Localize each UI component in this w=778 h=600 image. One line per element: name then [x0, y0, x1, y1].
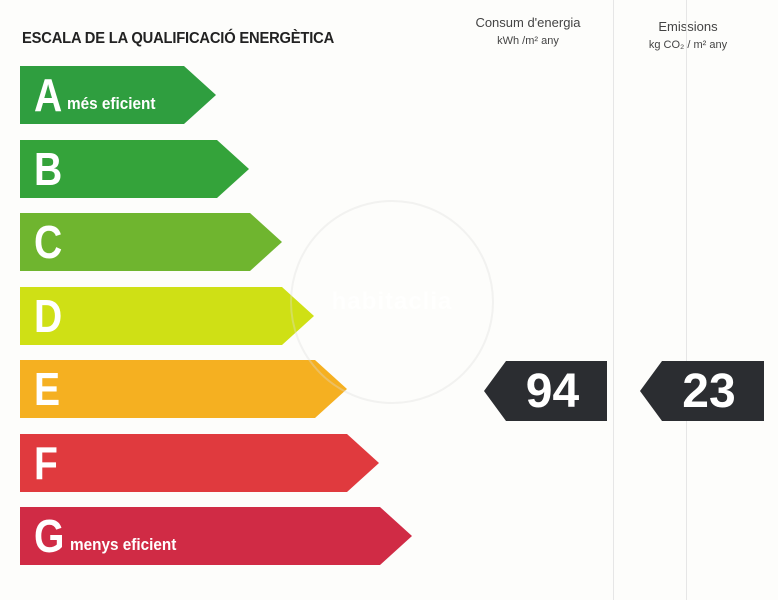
consum-header: Consum d'energia kWh /m² any: [462, 14, 594, 50]
watermark-logo: habitaclia: [290, 200, 494, 404]
scale-bar-f: F: [20, 434, 379, 492]
scale-letter-b: B: [34, 143, 63, 195]
emissions-header-title: Emissions: [658, 19, 718, 34]
scale-letter-g: G: [34, 510, 65, 562]
emissions-header: Emissions kg CO₂ / m² any: [628, 18, 748, 54]
scale-bar-g: G menys eficient: [20, 507, 412, 565]
emissions-value-indicator: 23: [640, 361, 764, 421]
scale-letter-a: A: [34, 69, 63, 121]
scale-letter-f: F: [34, 437, 58, 489]
scale-bar-e: E: [20, 360, 347, 418]
column-divider-1: [613, 0, 614, 600]
scale-note-a: més eficient: [67, 94, 156, 113]
scale-bar-b: B: [20, 140, 249, 198]
scale-note-g: menys eficient: [69, 535, 177, 554]
page-title: ESCALA DE LA QUALIFICACIÓ ENERGÈTICA: [22, 30, 335, 47]
emissions-header-unit: kg CO₂ / m² any: [648, 39, 728, 51]
scale-bar-d: D: [20, 287, 314, 345]
scale-letter-c: C: [34, 216, 63, 268]
column-divider-2: [686, 0, 687, 600]
consum-header-title: Consum d'energia: [475, 15, 581, 30]
scale-bar-a: A més eficient: [20, 66, 216, 124]
scale-bar-c: C: [20, 213, 282, 271]
scale-letter-e: E: [34, 363, 61, 415]
consum-header-unit: kWh /m² any: [497, 35, 559, 47]
scale-letter-d: D: [34, 290, 63, 342]
consum-value-indicator: 94: [484, 361, 607, 421]
